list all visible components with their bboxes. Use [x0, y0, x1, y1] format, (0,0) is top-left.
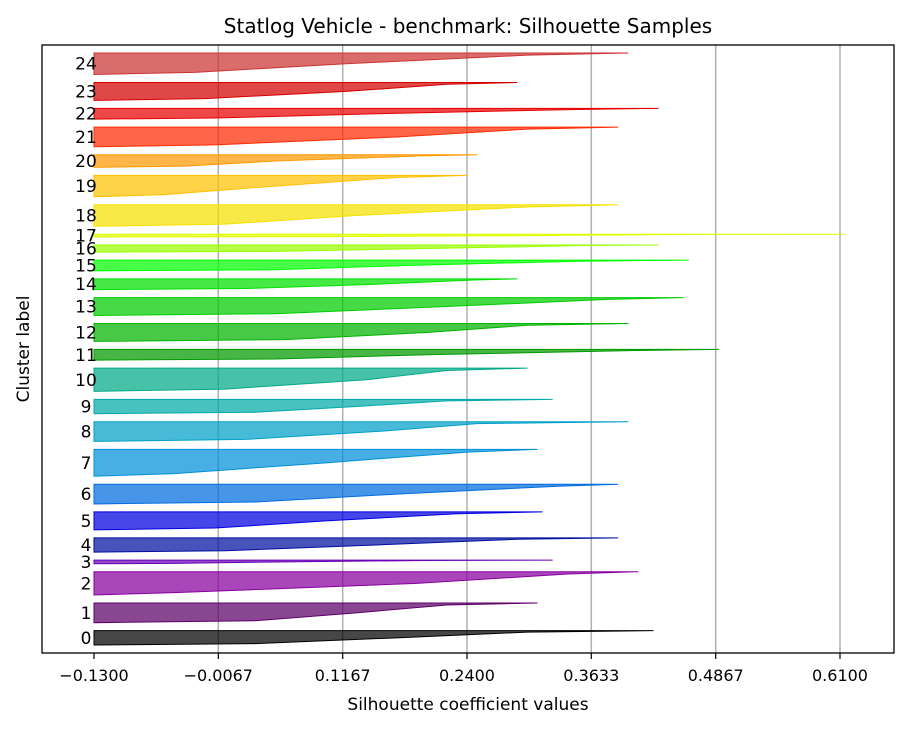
cluster-label-19: 19 [75, 177, 97, 197]
cluster-label-24: 24 [75, 55, 97, 75]
cluster-label-17: 17 [75, 227, 97, 247]
chart-title: Statlog Vehicle - benchmark: Silhouette … [224, 14, 712, 38]
cluster-1-silhouette [93, 602, 538, 624]
cluster-label-8: 8 [81, 423, 92, 443]
cluster-label-23: 23 [75, 82, 97, 102]
x-axis-ticks: −0.1300 −0.0067 0.1167 0.2400 0.3633 0.4867 0.… [59, 653, 868, 685]
cluster-label-13: 13 [75, 298, 97, 318]
x-tick-label: 0.4867 [688, 666, 744, 685]
cluster-label-11: 11 [75, 346, 97, 366]
plot-frame [41, 44, 895, 654]
cluster-14-silhouette [93, 278, 518, 291]
cluster-22-silhouette [93, 107, 659, 120]
cluster-21-silhouette [93, 126, 619, 148]
cluster-4-silhouette [93, 537, 619, 553]
cluster-7-silhouette [93, 448, 538, 477]
cluster-24-silhouette [93, 52, 629, 75]
cluster-label-20: 20 [75, 152, 97, 172]
x-tick-label: 0.1167 [315, 666, 371, 685]
cluster-label-22: 22 [75, 105, 97, 125]
cluster-label-4: 4 [81, 536, 92, 556]
x-tick-label: −0.1300 [59, 666, 128, 685]
x-tick-label: 0.3633 [563, 666, 619, 685]
cluster-label-10: 10 [75, 371, 97, 391]
cluster-label-14: 14 [75, 275, 97, 295]
cluster-label-2: 2 [81, 574, 92, 594]
cluster-label-12: 12 [75, 323, 97, 343]
cluster-5-silhouette [93, 511, 543, 531]
cluster-8-silhouette [93, 421, 629, 442]
cluster-label-15: 15 [75, 256, 97, 276]
cluster-15-silhouette [93, 259, 689, 272]
cluster-label-3: 3 [81, 553, 92, 573]
cluster-3-silhouette [93, 559, 553, 565]
cluster-label-21: 21 [75, 128, 97, 148]
cluster-label-6: 6 [81, 485, 92, 505]
cluster-19-silhouette [93, 174, 468, 198]
cluster-11-silhouette [93, 348, 720, 361]
x-tick-label: −0.0067 [184, 666, 253, 685]
cluster-10-silhouette [93, 367, 528, 392]
x-tick-label: 0.2400 [439, 666, 495, 685]
cluster-18-silhouette [93, 204, 619, 227]
cluster-13-silhouette [93, 297, 684, 317]
cluster-label-5: 5 [81, 512, 92, 532]
y-axis-label: Cluster label [14, 296, 34, 403]
cluster-6-silhouette [93, 483, 619, 505]
cluster-16-silhouette [93, 244, 659, 253]
cluster-label-7: 7 [81, 454, 92, 474]
cluster-23-silhouette [93, 81, 518, 101]
cluster-20-silhouette [93, 154, 478, 168]
x-tick-label: 0.6100 [812, 666, 868, 685]
cluster-label-1: 1 [81, 604, 92, 624]
cluster-label-16: 16 [75, 240, 97, 260]
x-axis-label: Silhouette coefficient values [347, 695, 588, 715]
cluster-label-0: 0 [81, 629, 92, 649]
cluster-12-silhouette [93, 322, 629, 342]
cluster-0-silhouette [93, 630, 654, 646]
cluster-2-silhouette [93, 571, 639, 596]
cluster-label-9: 9 [81, 398, 92, 418]
cluster-9-silhouette [93, 398, 553, 415]
cluster-label-18: 18 [75, 207, 97, 227]
